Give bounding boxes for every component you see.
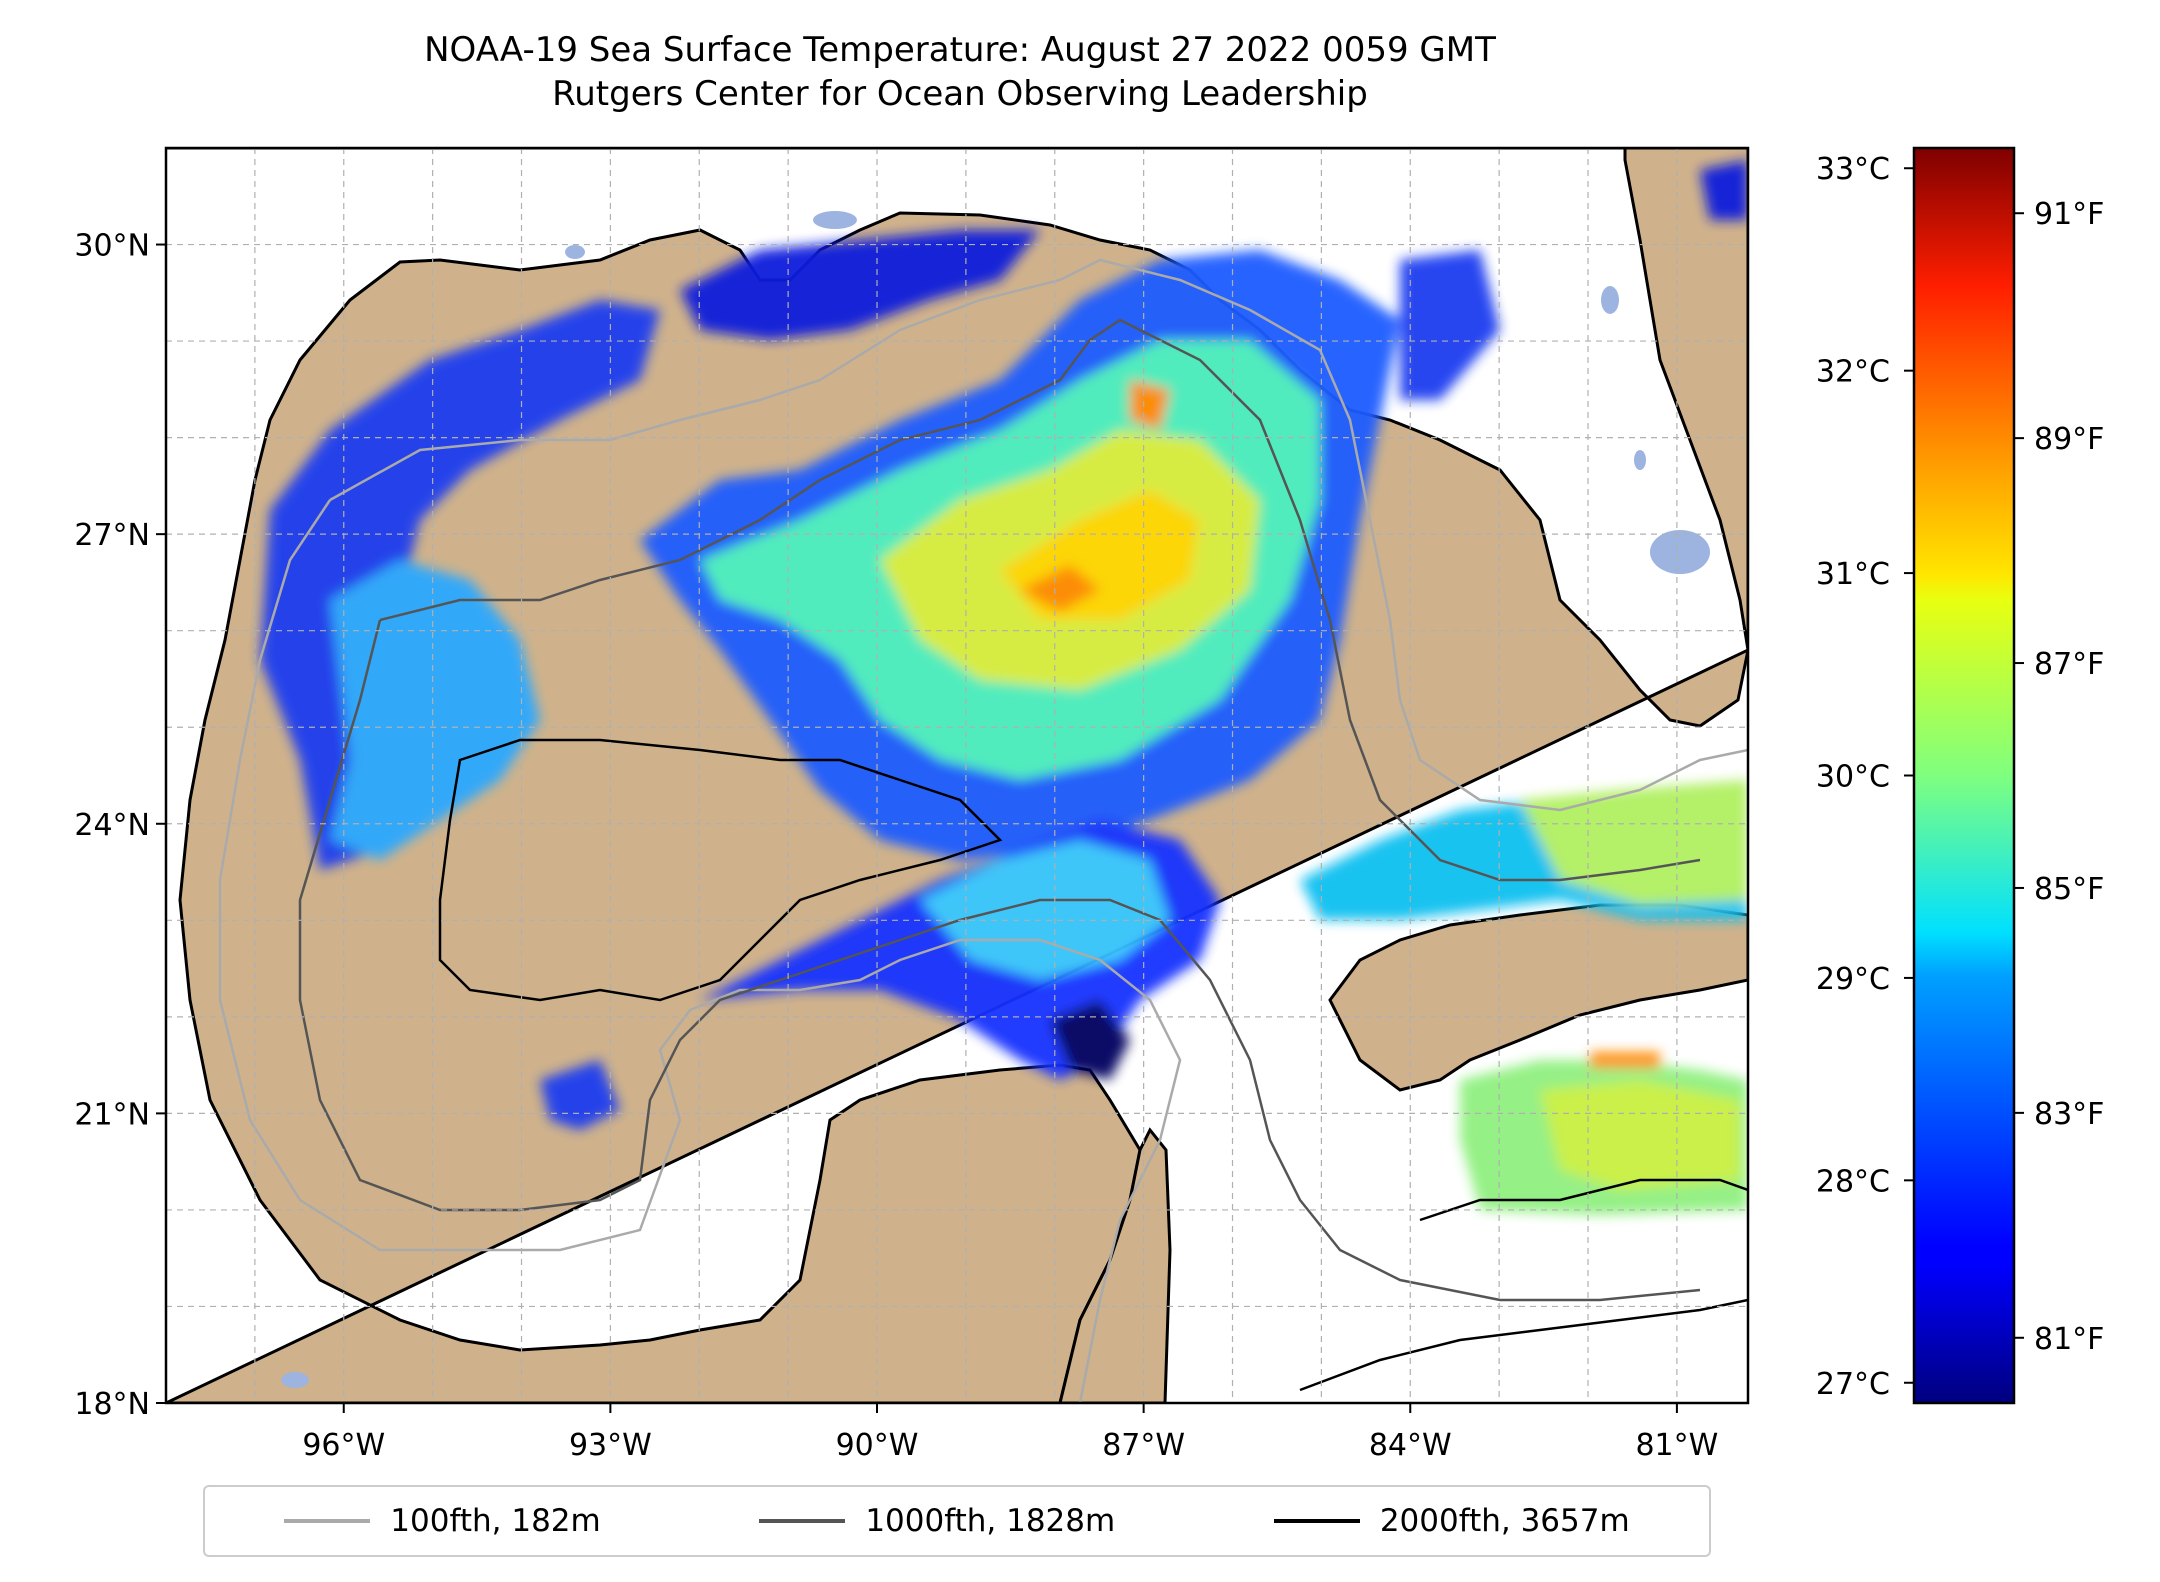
legend-swatch-2000fth <box>1273 1519 1360 1523</box>
celsius-tick-label: 29°C <box>1816 962 1890 997</box>
lat-tick-label: 27°N <box>74 518 150 553</box>
celsius-tick-label: 31°C <box>1816 557 1890 592</box>
bathymetry-contours <box>218 258 1748 1403</box>
lat-tick-label: 30°N <box>74 229 150 264</box>
contour-2000fth <box>438 738 1748 1392</box>
celsius-tick-label: 32°C <box>1816 355 1890 390</box>
colorbar-celsius-ticks: 33°C 32°C 31°C 30°C 29°C 28°C 27°C <box>1816 152 1914 1402</box>
legend-label-1000fth: 1000fth, 1828m <box>865 1503 1116 1539</box>
fahrenheit-tick-label: 85°F <box>2034 872 2104 907</box>
water-bodies <box>281 211 1710 1388</box>
fahrenheit-tick-label: 83°F <box>2034 1097 2104 1132</box>
contour-1000fth <box>298 318 1701 1302</box>
lon-tick-label: 81°W <box>1635 1428 1718 1463</box>
sst-field <box>260 160 1748 1215</box>
legend-label-100fth: 100fth, 182m <box>390 1503 601 1539</box>
celsius-tick-label: 28°C <box>1816 1164 1890 1199</box>
lat-tick-label: 21°N <box>74 1097 150 1132</box>
legend-item-100fth: 100fth, 182m <box>284 1503 601 1539</box>
chart-title: NOAA-19 Sea Surface Temperature: August … <box>0 28 1920 116</box>
lon-tick-label: 93°W <box>569 1428 652 1463</box>
lon-tick-label: 84°W <box>1369 1428 1452 1463</box>
celsius-tick-label: 30°C <box>1816 760 1890 795</box>
colorbar-fahrenheit-ticks: 91°F 89°F 87°F 85°F 83°F 81°F <box>2014 197 2104 1357</box>
map-frame <box>164 146 1750 1405</box>
fahrenheit-tick-label: 91°F <box>2034 197 2104 232</box>
contour-100fth <box>218 258 1748 1403</box>
legend-swatch-100fth <box>284 1519 371 1523</box>
lat-tick-label: 24°N <box>74 808 150 843</box>
lon-tick-label: 96°W <box>302 1428 385 1463</box>
title-line-1: NOAA-19 Sea Surface Temperature: August … <box>424 30 1496 70</box>
fahrenheit-tick-label: 89°F <box>2034 422 2104 457</box>
contour-legend: 100fth, 182m 1000fth, 1828m 2000fth, 365… <box>203 1485 1711 1557</box>
longitude-labels: 96°W 93°W 90°W 87°W 84°W 81°W <box>302 1403 1718 1463</box>
celsius-tick-label: 27°C <box>1816 1367 1890 1402</box>
sst-map: 30°N 27°N 24°N 21°N 18°N 96°W 93°W 90°W 87°W 84°… <box>74 146 2104 1463</box>
latitude-labels: 30°N 27°N 24°N 21°N 18°N <box>74 229 166 1422</box>
land-yucatan-east <box>1058 1127 1172 1403</box>
lat-tick-label: 18°N <box>74 1387 150 1422</box>
fahrenheit-tick-label: 81°F <box>2034 1322 2104 1357</box>
colorbar <box>1914 148 2014 1403</box>
lon-tick-label: 90°W <box>836 1428 919 1463</box>
legend-swatch-1000fth <box>759 1519 846 1523</box>
fahrenheit-tick-label: 87°F <box>2034 647 2104 682</box>
legend-label-2000fth: 2000fth, 3657m <box>1379 1503 1630 1539</box>
title-line-2: Rutgers Center for Ocean Observing Leade… <box>552 74 1368 114</box>
gridlines <box>166 148 1748 1403</box>
lon-tick-label: 87°W <box>1102 1428 1185 1463</box>
legend-item-2000fth: 2000fth, 3657m <box>1273 1503 1630 1539</box>
celsius-tick-label: 33°C <box>1816 152 1890 187</box>
legend-item-1000fth: 1000fth, 1828m <box>759 1503 1115 1539</box>
land-cuba <box>1328 903 1748 1092</box>
